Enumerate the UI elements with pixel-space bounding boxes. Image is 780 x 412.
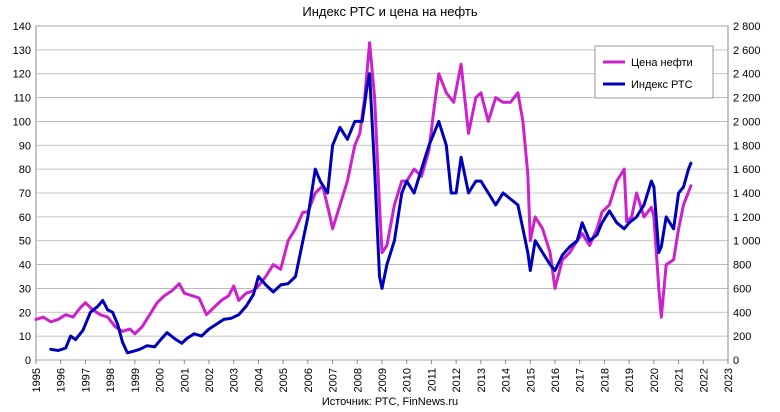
left-tick-label: 30 — [19, 283, 31, 295]
x-tick-label: 2023 — [723, 368, 735, 392]
right-tick-label: 1 200 — [733, 212, 761, 224]
right-tick-label: 200 — [733, 331, 751, 343]
right-tick-label: 600 — [733, 283, 751, 295]
x-tick-label: 2019 — [624, 368, 636, 392]
x-tick-label: 2010 — [402, 368, 414, 392]
right-tick-label: 1 800 — [733, 140, 761, 152]
left-axis-ticks: 0 10 20 30 40 50 60 70 80 90 100 110 120 130 140 — [13, 21, 31, 367]
x-tick-label: 2005 — [278, 368, 290, 392]
right-axis-ticks: 0 200 400 600 800 1 000 1 200 1 400 1 600 1 800 2 … — [733, 21, 761, 367]
right-tick-label: 2 200 — [733, 93, 761, 105]
oil-price-line — [34, 41, 693, 336]
x-tick-label: 1996 — [56, 368, 68, 392]
legend-label: Индекс РТС — [631, 79, 693, 91]
left-tick-label: 20 — [19, 307, 31, 319]
legend-box — [594, 45, 714, 99]
x-tick-label: 2015 — [525, 368, 537, 392]
x-tick-label: 1998 — [105, 368, 117, 392]
left-tick-label: 40 — [19, 260, 31, 272]
left-tick-label: 80 — [19, 164, 31, 176]
x-tick-label: 2020 — [649, 368, 661, 392]
left-tick-label: 50 — [19, 236, 31, 248]
x-tick-label: 1997 — [80, 368, 92, 392]
series-group — [34, 41, 693, 355]
right-tick-label: 1 400 — [733, 188, 761, 200]
right-tick-label: 1 000 — [733, 236, 761, 248]
x-tick-label: 2018 — [599, 368, 611, 392]
x-tick-label: 2013 — [476, 368, 488, 392]
x-tick-label: 1995 — [31, 368, 43, 392]
x-tick-label: 2002 — [204, 368, 216, 392]
left-tick-label: 130 — [13, 45, 31, 57]
left-tick-label: 120 — [13, 69, 31, 81]
legend-label: Цена нефти — [631, 57, 693, 69]
x-axis-ticks: 1995 1996 1997 1998 1999 2000 2001 2002 2003 2004… — [31, 360, 735, 392]
right-tick-label: 2 000 — [733, 116, 761, 128]
left-tick-label: 70 — [19, 188, 31, 200]
chart-title: Индекс РТС и цена на нефть — [302, 4, 478, 19]
x-tick-label: 2021 — [674, 368, 686, 392]
x-tick-label: 2007 — [328, 368, 340, 392]
legend: Цена нефти Индекс РТС — [594, 45, 714, 99]
x-tick-label: 2006 — [303, 368, 315, 392]
x-tick-label: 2009 — [377, 368, 389, 392]
left-tick-label: 0 — [25, 355, 31, 367]
x-tick-label: 2001 — [179, 368, 191, 392]
grid — [35, 25, 729, 361]
x-tick-label: 2016 — [550, 368, 562, 392]
left-tick-label: 100 — [13, 116, 31, 128]
x-tick-label: 1999 — [130, 368, 142, 392]
source-note: Источник: РТС, FinNews.ru — [322, 396, 458, 408]
left-tick-label: 90 — [19, 140, 31, 152]
left-tick-label: 140 — [13, 21, 31, 33]
x-tick-label: 2000 — [155, 368, 167, 392]
left-tick-label: 110 — [13, 93, 31, 105]
x-tick-label: 2003 — [229, 368, 241, 392]
rts-index-line — [49, 72, 693, 355]
left-tick-label: 60 — [19, 212, 31, 224]
right-tick-label: 0 — [733, 355, 739, 367]
right-tick-label: 1 600 — [733, 164, 761, 176]
x-tick-label: 2014 — [501, 368, 513, 392]
right-tick-label: 400 — [733, 307, 751, 319]
right-tick-label: 2 400 — [733, 69, 761, 81]
x-tick-label: 2004 — [253, 368, 265, 392]
right-tick-label: 2 600 — [733, 45, 761, 57]
right-tick-label: 800 — [733, 260, 751, 272]
x-tick-label: 2012 — [451, 368, 463, 392]
x-tick-label: 2022 — [698, 368, 710, 392]
left-tick-label: 10 — [19, 331, 31, 343]
x-tick-label: 2017 — [575, 368, 587, 392]
x-tick-label: 2008 — [352, 368, 364, 392]
x-tick-label: 2011 — [426, 368, 438, 392]
right-tick-label: 2 800 — [733, 21, 761, 33]
